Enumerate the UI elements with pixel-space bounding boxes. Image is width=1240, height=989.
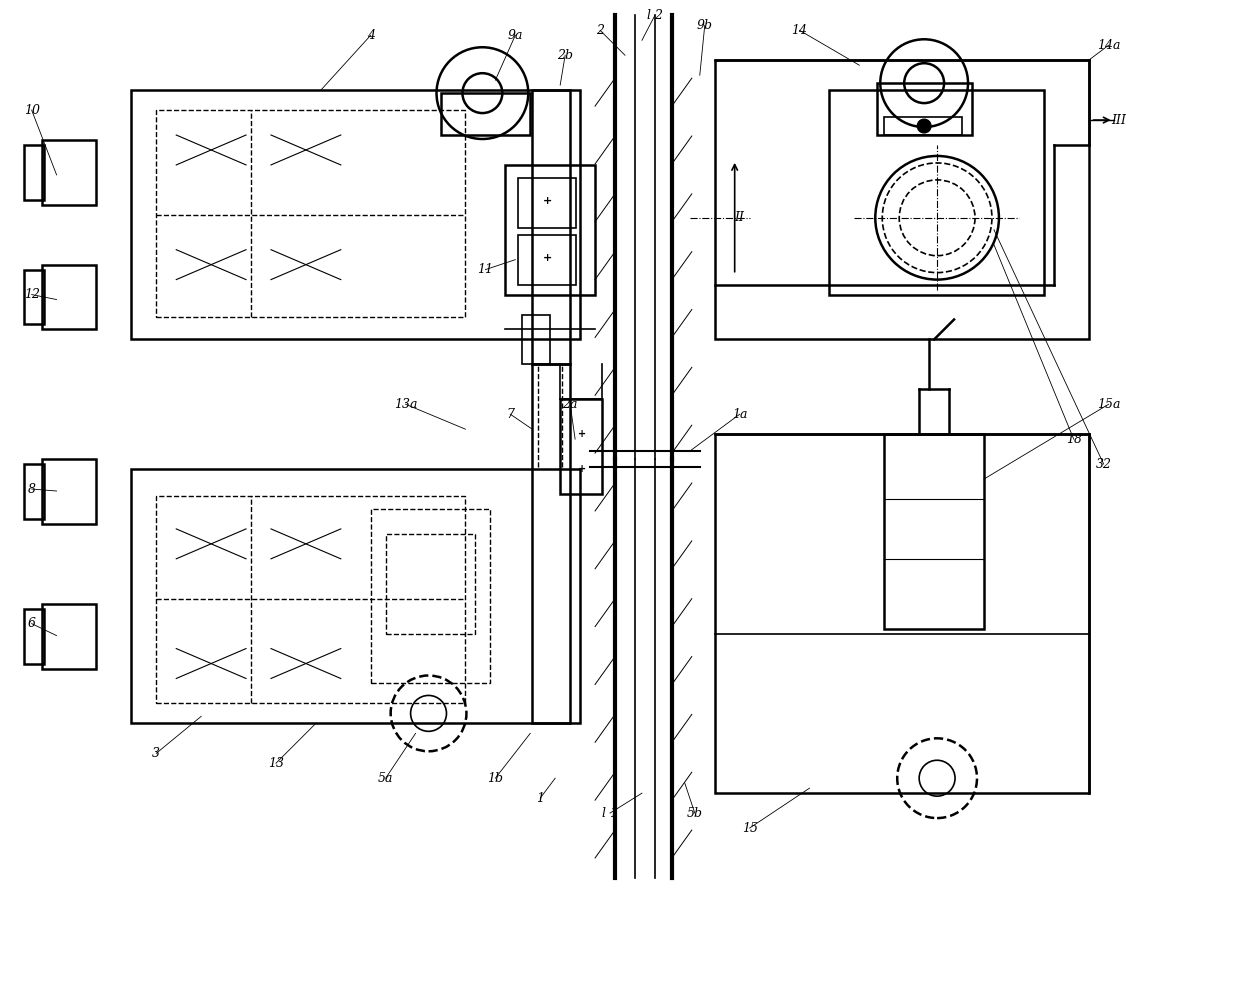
- Bar: [42, 603, 97, 669]
- Bar: [24, 145, 43, 200]
- Bar: [518, 178, 577, 227]
- Text: II: II: [734, 212, 745, 225]
- Bar: [24, 270, 43, 324]
- Text: 32: 32: [1096, 458, 1111, 471]
- Text: 5b: 5b: [687, 807, 703, 820]
- Bar: [884, 117, 962, 135]
- Bar: [24, 608, 43, 664]
- Bar: [532, 90, 570, 364]
- Circle shape: [918, 119, 931, 133]
- Text: III: III: [1111, 114, 1126, 127]
- Bar: [532, 364, 570, 723]
- Bar: [440, 93, 531, 135]
- Text: 2a: 2a: [563, 398, 578, 410]
- Text: 9a: 9a: [507, 29, 523, 42]
- Text: +: +: [578, 464, 587, 474]
- Text: 4: 4: [367, 29, 374, 42]
- Bar: [386, 534, 475, 634]
- Bar: [156, 496, 465, 703]
- Text: 11: 11: [477, 263, 494, 276]
- Bar: [131, 469, 580, 723]
- Bar: [42, 140, 97, 205]
- Bar: [371, 509, 490, 683]
- Text: 6: 6: [27, 617, 36, 630]
- Bar: [24, 464, 43, 519]
- Text: 7: 7: [506, 407, 515, 420]
- Bar: [714, 434, 1089, 793]
- Text: 14a: 14a: [1097, 39, 1121, 51]
- Text: 1: 1: [536, 791, 544, 805]
- Text: 9b: 9b: [697, 19, 713, 32]
- Text: 1a: 1a: [732, 407, 748, 420]
- Text: 5a: 5a: [378, 771, 393, 784]
- Text: +: +: [543, 196, 552, 206]
- Bar: [42, 459, 97, 524]
- Bar: [830, 90, 1044, 295]
- Bar: [42, 265, 97, 329]
- Text: 15a: 15a: [1097, 398, 1121, 410]
- Bar: [156, 110, 465, 317]
- Text: 10: 10: [24, 104, 40, 117]
- Text: l 1: l 1: [603, 807, 618, 820]
- Text: 2: 2: [596, 24, 604, 37]
- Text: 8: 8: [27, 483, 36, 495]
- Bar: [877, 83, 972, 135]
- Text: 12: 12: [24, 288, 40, 301]
- Bar: [506, 165, 595, 295]
- Bar: [560, 400, 603, 494]
- Text: 3: 3: [153, 747, 160, 760]
- Text: +: +: [543, 252, 552, 263]
- Bar: [518, 234, 577, 285]
- Bar: [714, 60, 1089, 339]
- Text: 1b: 1b: [487, 771, 503, 784]
- Text: +: +: [578, 429, 587, 439]
- Text: 14: 14: [791, 24, 807, 37]
- Text: l 2: l 2: [647, 9, 663, 22]
- Text: 2b: 2b: [557, 48, 573, 61]
- Text: 13: 13: [268, 757, 284, 769]
- Text: 15: 15: [742, 822, 758, 835]
- Text: 18: 18: [1065, 432, 1081, 446]
- Bar: [131, 90, 580, 339]
- Text: 13a: 13a: [394, 398, 418, 410]
- Bar: [522, 315, 551, 364]
- Bar: [884, 434, 985, 629]
